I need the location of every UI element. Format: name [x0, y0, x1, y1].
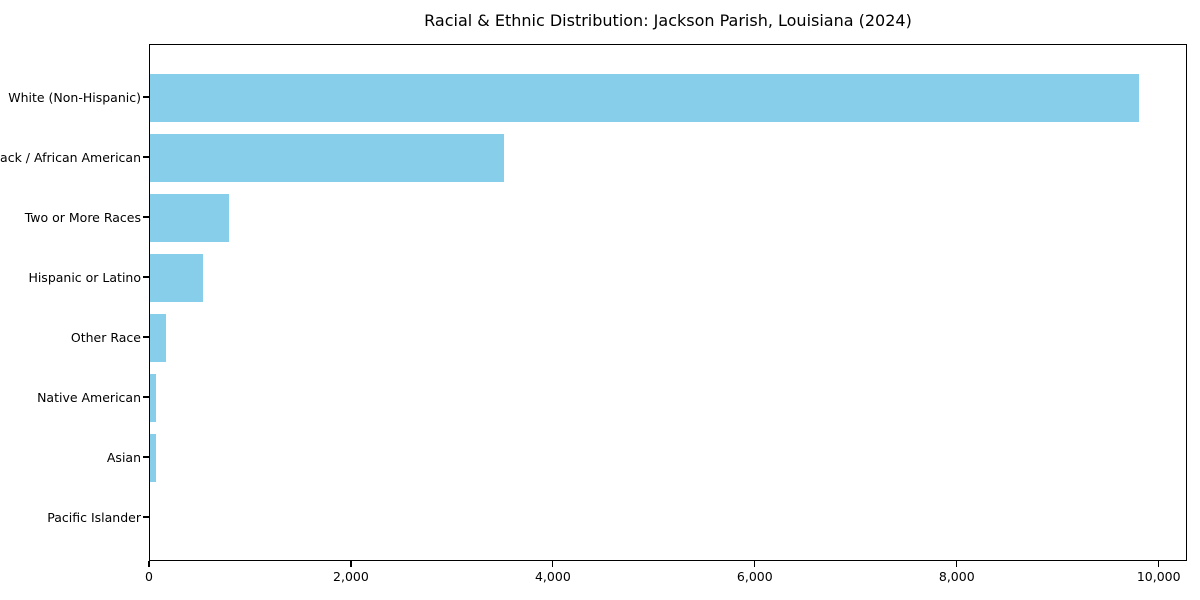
- y-tick-label: Asian: [106, 449, 141, 465]
- bar: [150, 194, 230, 242]
- y-tick-label: Hispanic or Latino: [28, 269, 141, 285]
- y-tick-label: Other Race: [70, 329, 141, 345]
- bar: [150, 134, 505, 182]
- plot-area: [149, 44, 1187, 561]
- x-tick-label: 10,000: [1136, 569, 1181, 584]
- x-tick-mark: [956, 561, 958, 567]
- x-tick-mark: [148, 561, 150, 567]
- y-tick-mark: [143, 336, 149, 338]
- y-tick-mark: [143, 216, 149, 218]
- x-tick-label: 6,000: [736, 569, 773, 584]
- y-tick-mark: [143, 156, 149, 158]
- x-tick-mark: [552, 561, 554, 567]
- x-tick-label: 0: [145, 569, 153, 584]
- y-tick-mark: [143, 276, 149, 278]
- chart-title: Racial & Ethnic Distribution: Jackson Pa…: [424, 11, 912, 30]
- y-tick-mark: [143, 456, 149, 458]
- bar: [150, 314, 167, 362]
- y-tick-label: Pacific Islander: [47, 509, 141, 525]
- y-tick-label: Two or More Races: [24, 209, 141, 225]
- y-tick-label: White (Non-Hispanic): [8, 89, 141, 105]
- x-tick-mark: [350, 561, 352, 567]
- y-tick-label: Black / African American: [0, 149, 141, 165]
- y-tick-label: Native American: [37, 389, 141, 405]
- x-tick-mark: [754, 561, 756, 567]
- bar: [150, 74, 1139, 122]
- x-tick-mark: [1158, 561, 1160, 567]
- bar: [150, 434, 156, 482]
- y-tick-mark: [143, 396, 149, 398]
- y-tick-mark: [143, 516, 149, 518]
- bar: [150, 374, 157, 422]
- y-tick-mark: [143, 96, 149, 98]
- x-tick-label: 4,000: [534, 569, 571, 584]
- x-tick-label: 8,000: [938, 569, 975, 584]
- x-tick-label: 2,000: [333, 569, 369, 584]
- bar: [150, 254, 203, 302]
